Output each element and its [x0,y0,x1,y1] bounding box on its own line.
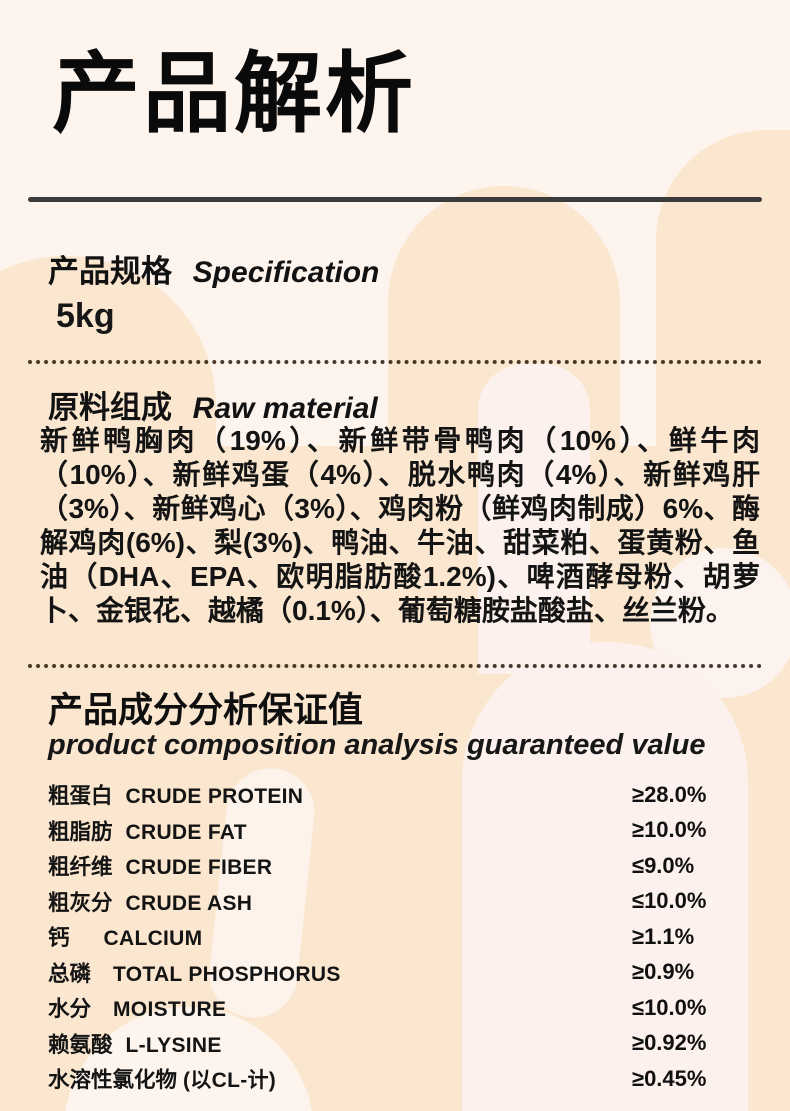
row-value: ≥1.1% [632,923,695,949]
specification-value: 5kg [56,297,115,335]
bg-pin-neck-shape [478,364,590,674]
table-row: 钙 CALCIUM ≥1.1% [48,919,762,955]
table-row: 总磷 TOTAL PHOSPHORUS ≥0.9% [48,955,762,991]
row-value: ≤9.0% [632,852,695,878]
dotted-divider-bottom [28,664,762,668]
row-label: 总磷 TOTAL PHOSPHORUS [48,957,632,988]
title-underline [28,197,762,202]
table-row: 水溶性氯化物 (以CL-计) ≥0.45% [48,1061,762,1097]
row-label-en: CALCIUM [103,927,203,951]
table-row: 水分 MOISTURE ≤10.0% [48,990,762,1026]
row-label-en: CRUDE PROTEIN [125,785,304,809]
row-value: ≥10.0% [632,817,707,843]
raw-material-heading: 原料组成 Raw material [48,382,378,427]
table-row: 粗脂肪 CRUDE FAT ≥10.0% [48,813,762,849]
row-value: ≤10.0% [632,994,707,1020]
row-label-zh: 粗脂肪 [48,819,113,844]
row-label-en: CRUDE FIBER [125,856,273,880]
row-label: 粗灰分 CRUDE ASH [48,886,632,917]
row-label: 粗蛋白 CRUDE PROTEIN [48,779,632,810]
row-label: 水溶性氯化物 (以CL-计) [48,1063,632,1094]
row-label: 粗脂肪 CRUDE FAT [48,815,632,846]
row-value: ≥0.9% [632,959,695,985]
row-label-en: CRUDE FAT [125,820,247,844]
specification-heading-zh: 产品规格 [48,254,172,289]
raw-material-heading-en: Raw material [192,392,378,425]
row-label-zh: 粗灰分 [48,890,113,915]
row-label-en: CRUDE ASH [125,891,253,915]
raw-material-heading-zh: 原料组成 [48,390,172,425]
analysis-table: 粗蛋白 CRUDE PROTEIN ≥28.0% 粗脂肪 CRUDE FAT ≥… [48,777,762,1097]
table-row: 粗蛋白 CRUDE PROTEIN ≥28.0% [48,777,762,813]
row-value: ≥0.45% [632,1065,707,1091]
row-label-en: TOTAL PHOSPHORUS [113,962,341,986]
row-label-zh: 水溶性氯化物 [48,1068,178,1093]
page-title: 产品解析 [52,44,417,143]
row-label: 粗纤维 CRUDE FIBER [48,850,632,881]
row-label: 赖氨酸 L-LYSINE [48,1028,632,1059]
row-value: ≤10.0% [632,888,707,914]
table-row: 赖氨酸 L-LYSINE ≥0.92% [48,1026,762,1062]
table-row: 粗灰分 CRUDE ASH ≤10.0% [48,884,762,920]
ingredients-text: 新鲜鸭胸肉（19%）、新鲜带骨鸭肉（10%）、鲜牛肉（10%）、新鲜鸡蛋（4%）… [40,425,760,626]
row-label-en: MOISTURE [113,998,227,1022]
bg-pin-flare-shape [462,642,748,1111]
row-label-zh: 总磷 [48,961,92,986]
specification-heading-en: Specification [192,256,380,289]
row-value: ≥28.0% [632,781,707,807]
specification-heading: 产品规格 Specification [48,246,379,291]
row-label-zh: 赖氨酸 [48,1032,113,1057]
analysis-heading-zh: 产品成分分析保证值 [48,691,364,730]
row-label: 水分 MOISTURE [48,992,632,1023]
row-label-zh: 粗纤维 [48,855,113,880]
row-label: 钙 CALCIUM [48,921,632,952]
dotted-divider-top [28,360,762,364]
row-label-zh: 钙 [48,926,70,951]
row-label-en: (以CL-计) [183,1069,277,1093]
analysis-heading-en: product composition analysis guaranteed … [48,729,706,761]
row-value: ≥0.92% [632,1030,707,1056]
table-row: 粗纤维 CRUDE FIBER ≤9.0% [48,848,762,884]
row-label-en: L-LYSINE [125,1033,222,1057]
row-label-zh: 水分 [48,997,92,1022]
row-label-zh: 粗蛋白 [48,784,113,809]
